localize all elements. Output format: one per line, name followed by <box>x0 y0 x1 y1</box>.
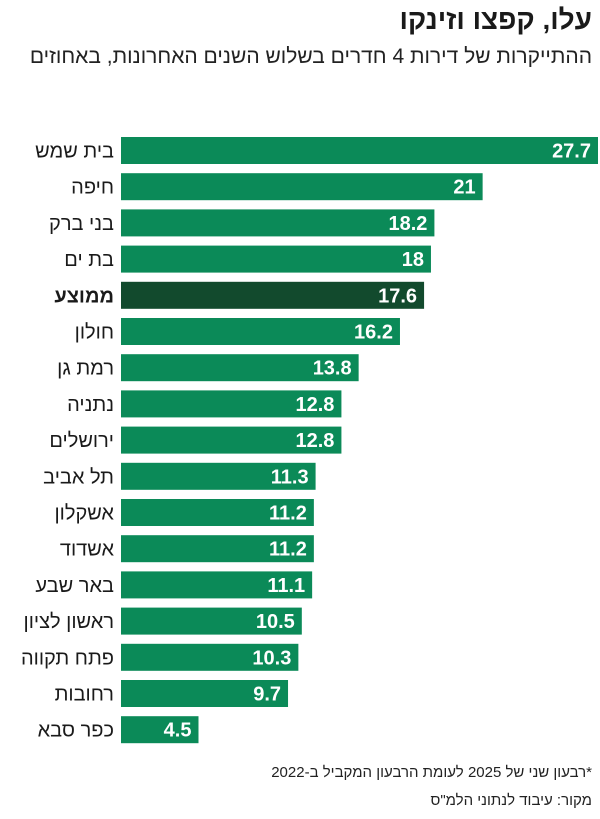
bar <box>121 535 314 563</box>
chart-subtitle: ההתייקרות של דירות 4 חדרים בשלוש השנים ה… <box>29 45 592 68</box>
bar-value-label: 9.7 <box>253 684 281 706</box>
category-label: אשקלון <box>54 503 114 525</box>
bar-value-label: 27.7 <box>552 141 591 163</box>
category-label: באר שבע <box>35 575 114 597</box>
bar <box>121 281 425 309</box>
bar-value-label: 11.1 <box>267 575 305 597</box>
bar-value-label: 16.2 <box>354 322 393 344</box>
category-label: נתניה <box>67 394 114 416</box>
bar-value-label: 10.3 <box>252 647 291 669</box>
chart-title: עלו, קפצו וזינקו <box>399 4 592 35</box>
bar <box>121 426 342 454</box>
bar <box>121 173 483 201</box>
bar-value-label: 12.8 <box>295 394 334 416</box>
bar-value-label: 13.8 <box>313 358 352 380</box>
category-label: בת ים <box>64 249 114 271</box>
category-label: רחובות <box>55 684 114 706</box>
bar <box>121 680 289 707</box>
category-label: בית שמש <box>35 141 114 163</box>
bar <box>121 571 313 599</box>
category-label: ירושלים <box>49 430 114 452</box>
category-label: ממוצע <box>54 285 114 307</box>
bar-value-label: 21 <box>453 177 475 199</box>
bar-value-label: 18.2 <box>388 213 427 235</box>
category-label: כפר סבא <box>38 720 114 742</box>
category-label: רמת גן <box>57 358 114 380</box>
bar <box>121 318 400 345</box>
bar-chart: 27.7 בית שמש 21 חיפה 18.2 בני ברק 18 בת ים 17.6 מ… <box>21 137 598 744</box>
bar-value-label: 11.3 <box>271 466 309 488</box>
bar <box>121 245 431 273</box>
category-label: חיפה <box>71 177 114 199</box>
category-label: בני ברק <box>49 213 114 235</box>
bar-value-label: 12.8 <box>295 430 334 452</box>
category-label: ראשון לציון <box>24 611 114 633</box>
bar <box>121 354 359 382</box>
bar-value-label: 18 <box>402 249 424 271</box>
category-label: חולון <box>75 322 114 344</box>
bar <box>121 499 314 526</box>
category-label: תל אביב <box>43 466 114 488</box>
category-label: פתח תקווה <box>21 647 114 669</box>
bar <box>121 390 342 418</box>
bar-value-label: 10.5 <box>256 611 295 633</box>
bar-value-label: 11.2 <box>269 539 307 561</box>
chart-footnote: *רבעון שני של 2025 לעומת הרבעון המקביל ב… <box>271 764 592 781</box>
bar <box>121 643 299 671</box>
bar <box>121 607 302 635</box>
bar <box>121 716 199 744</box>
category-label: אשדוד <box>60 539 115 561</box>
bar-value-label: 17.6 <box>378 285 417 307</box>
chart-source: מקור: עיבוד לנתוני הלמ"ס <box>430 792 593 809</box>
bar <box>121 462 316 490</box>
bar <box>121 209 435 237</box>
bar <box>121 137 598 164</box>
bar-value-label: 4.5 <box>164 720 192 742</box>
bar-value-label: 11.2 <box>269 503 307 525</box>
